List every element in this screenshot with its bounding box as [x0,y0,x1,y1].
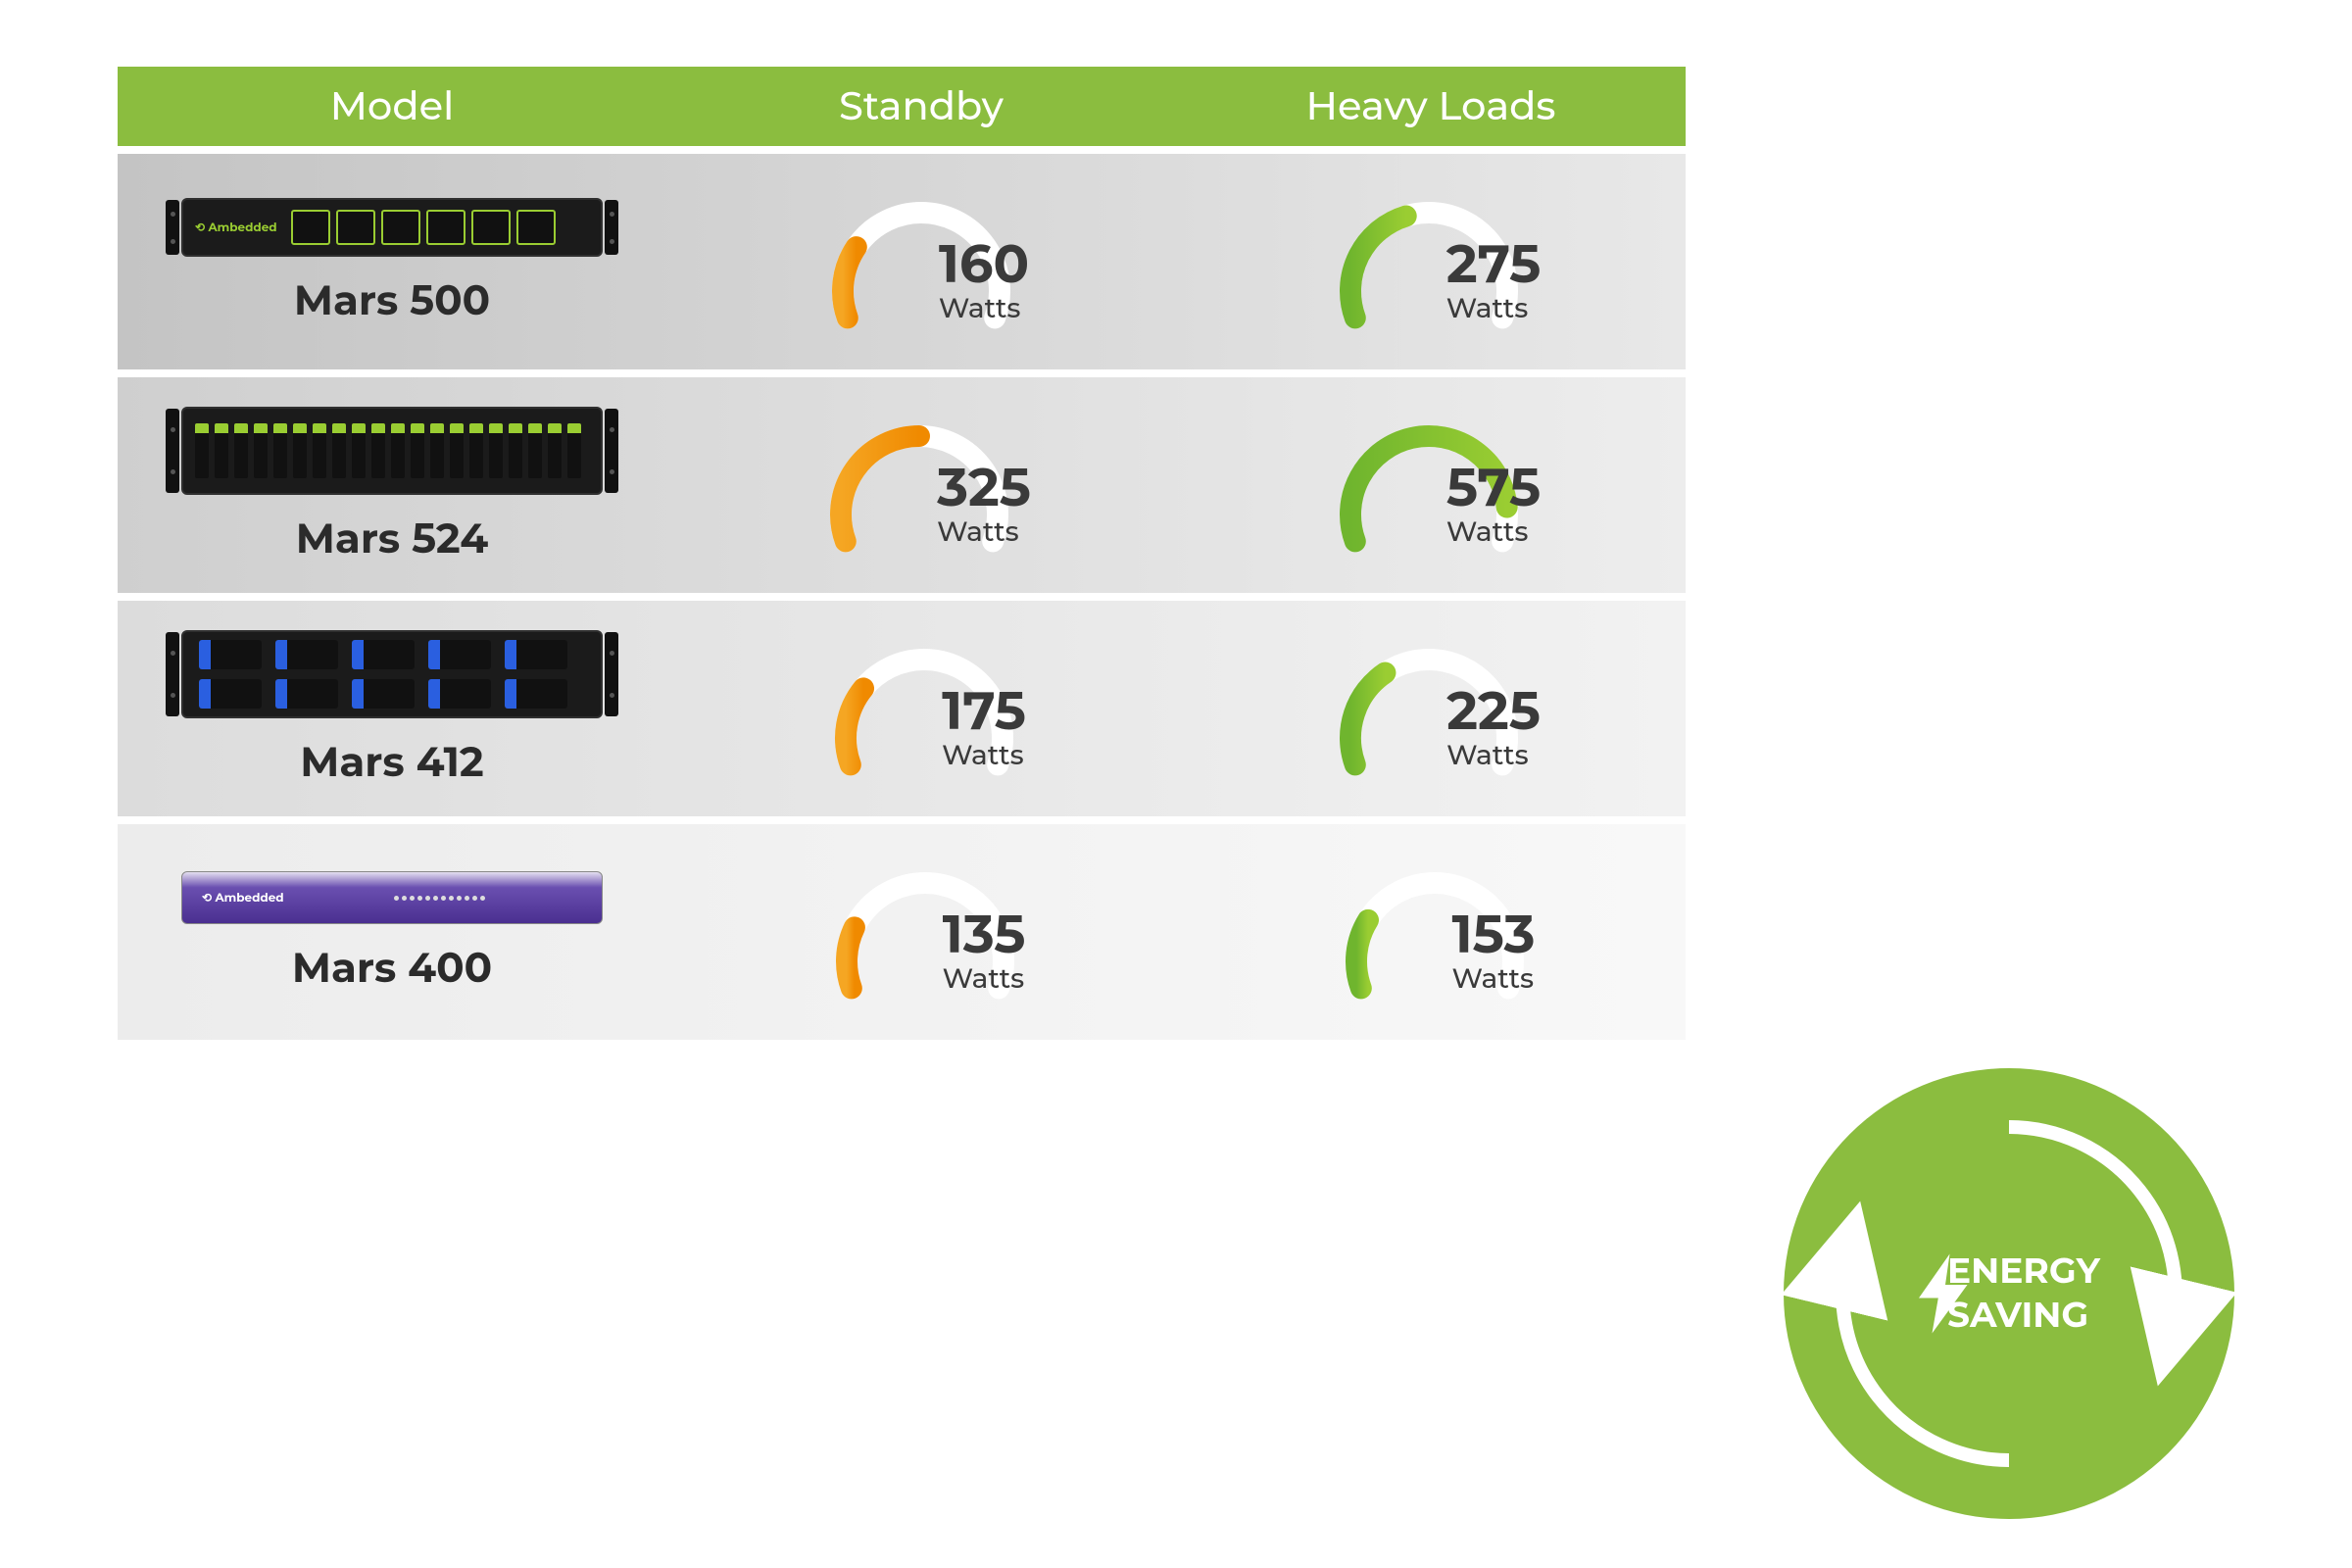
heavy-cell: 225 Watts [1176,601,1686,816]
model-name: Mars 524 [118,513,666,564]
table-row: ⟲ Ambedded Mars 500 160 Watts [118,154,1686,369]
header-heavy: Heavy Loads [1176,67,1686,146]
table-row: Mars 524 325 Watts [118,377,1686,593]
unit-label: Watts [1446,292,1542,325]
unit-label: Watts [939,292,1029,325]
model-cell: Mars 524 [118,377,666,593]
heavy-value: 153 [1452,907,1536,960]
unit-label: Watts [942,739,1026,772]
model-cell: ⟲ Ambedded Mars 500 [118,154,666,369]
lightning-bolt-icon [1901,1250,1989,1338]
table-row: Mars 412 175 Watts [118,601,1686,816]
standby-value: 135 [943,907,1026,960]
table-row: ⟲ Ambedded Mars 400 135 Watts [118,824,1686,1040]
heavy-value: 225 [1446,684,1541,737]
model-name: Mars 400 [118,942,666,993]
server-image [181,630,603,718]
header-standby: Standby [666,67,1176,146]
standby-cell: 160 Watts [666,154,1176,369]
server-image: ⟲ Ambedded [181,198,603,257]
heavy-cell: 575 Watts [1176,377,1686,593]
recycle-arrows-icon [1784,1068,2234,1519]
server-image [181,407,603,495]
heavy-cell: 153 Watts [1176,824,1686,1040]
standby-value: 175 [942,684,1026,737]
unit-label: Watts [1452,962,1536,996]
model-cell: Mars 412 [118,601,666,816]
power-comparison-table: Model Standby Heavy Loads ⟲ Ambedded Mar… [118,59,1686,1048]
heavy-value: 575 [1446,461,1541,514]
unit-label: Watts [937,515,1031,549]
header-model: Model [118,67,666,146]
table-header-row: Model Standby Heavy Loads [118,67,1686,146]
heavy-value: 275 [1446,237,1542,290]
model-cell: ⟲ Ambedded Mars 400 [118,824,666,1040]
unit-label: Watts [1446,515,1541,549]
energy-saving-badge: ENERGY SAVING [1784,1068,2234,1519]
standby-value: 160 [939,237,1029,290]
standby-value: 325 [937,461,1031,514]
standby-cell: 175 Watts [666,601,1176,816]
unit-label: Watts [943,962,1026,996]
model-name: Mars 500 [118,274,666,325]
unit-label: Watts [1446,739,1541,772]
standby-cell: 135 Watts [666,824,1176,1040]
model-name: Mars 412 [118,736,666,787]
heavy-cell: 275 Watts [1176,154,1686,369]
server-image: ⟲ Ambedded [181,871,603,924]
standby-cell: 325 Watts [666,377,1176,593]
